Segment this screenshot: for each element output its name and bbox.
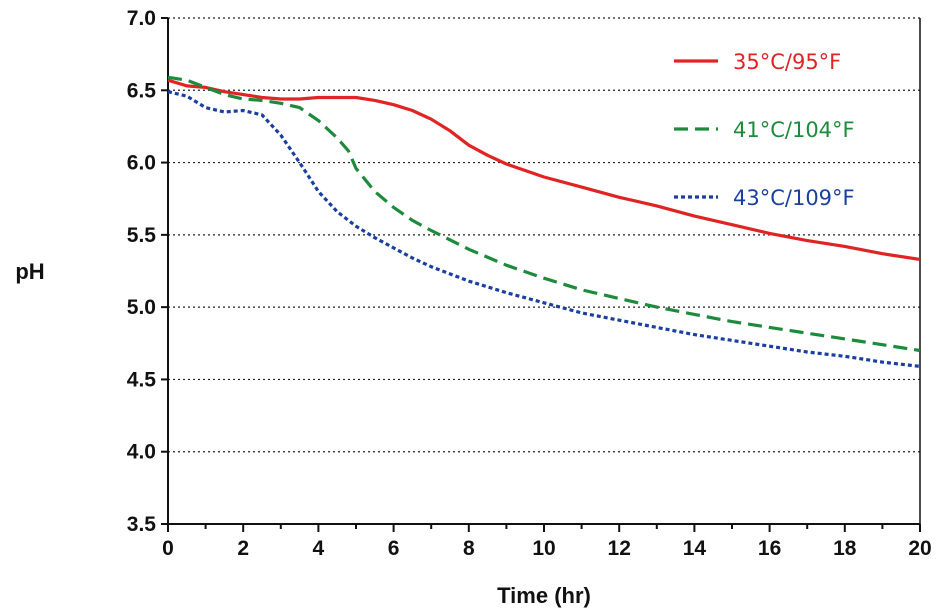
- y-tick-label: 6.5: [127, 79, 157, 102]
- legend-label-2: 41°C/104°F: [733, 118, 855, 142]
- y-tick-label: 5.0: [127, 296, 156, 319]
- y-tick-label: 5.5: [127, 224, 157, 247]
- series-line-3: [167, 90, 921, 368]
- x-tick-label: 8: [463, 537, 475, 560]
- legend-label-1: 35°C/95°F: [733, 50, 841, 74]
- y-tick-label: 4.5: [127, 368, 157, 391]
- legend: 35°C/95°F 41°C/104°F 43°C/109°F: [674, 50, 855, 210]
- x-tick-label: 16: [758, 537, 781, 560]
- x-tick-label: 2: [237, 537, 249, 560]
- y-tick-label: 7.0: [127, 7, 156, 30]
- axes: [167, 18, 921, 525]
- series-lines: [167, 75, 921, 368]
- series-line-1: [167, 78, 921, 261]
- y-tick-label: 4.0: [127, 441, 156, 464]
- y-tick-label: 6.0: [127, 152, 156, 175]
- x-tick-label: 6: [388, 537, 400, 560]
- x-tick-label: 14: [683, 537, 707, 560]
- series-line-2: [167, 75, 921, 353]
- x-tick-label: 10: [532, 537, 555, 560]
- x-tick-label: 0: [162, 537, 174, 560]
- x-axis-title: Time (hr): [497, 583, 591, 608]
- x-tick-label: 4: [313, 537, 325, 560]
- legend-label-3: 43°C/109°F: [733, 186, 855, 210]
- x-tick-label: 20: [908, 537, 931, 560]
- x-tick-label: 12: [608, 537, 631, 560]
- grid-lines: [168, 17, 920, 453]
- y-tick-label: 3.5: [127, 513, 157, 536]
- y-axis-title: pH: [15, 259, 44, 284]
- x-tick-label: 18: [833, 537, 857, 560]
- axis-ticks: 3.5 4.0 4.5 5.0 5.5 6.0 6.5 7.0 0 2 4 6 8 10 12 14 16 18 2…: [127, 7, 932, 560]
